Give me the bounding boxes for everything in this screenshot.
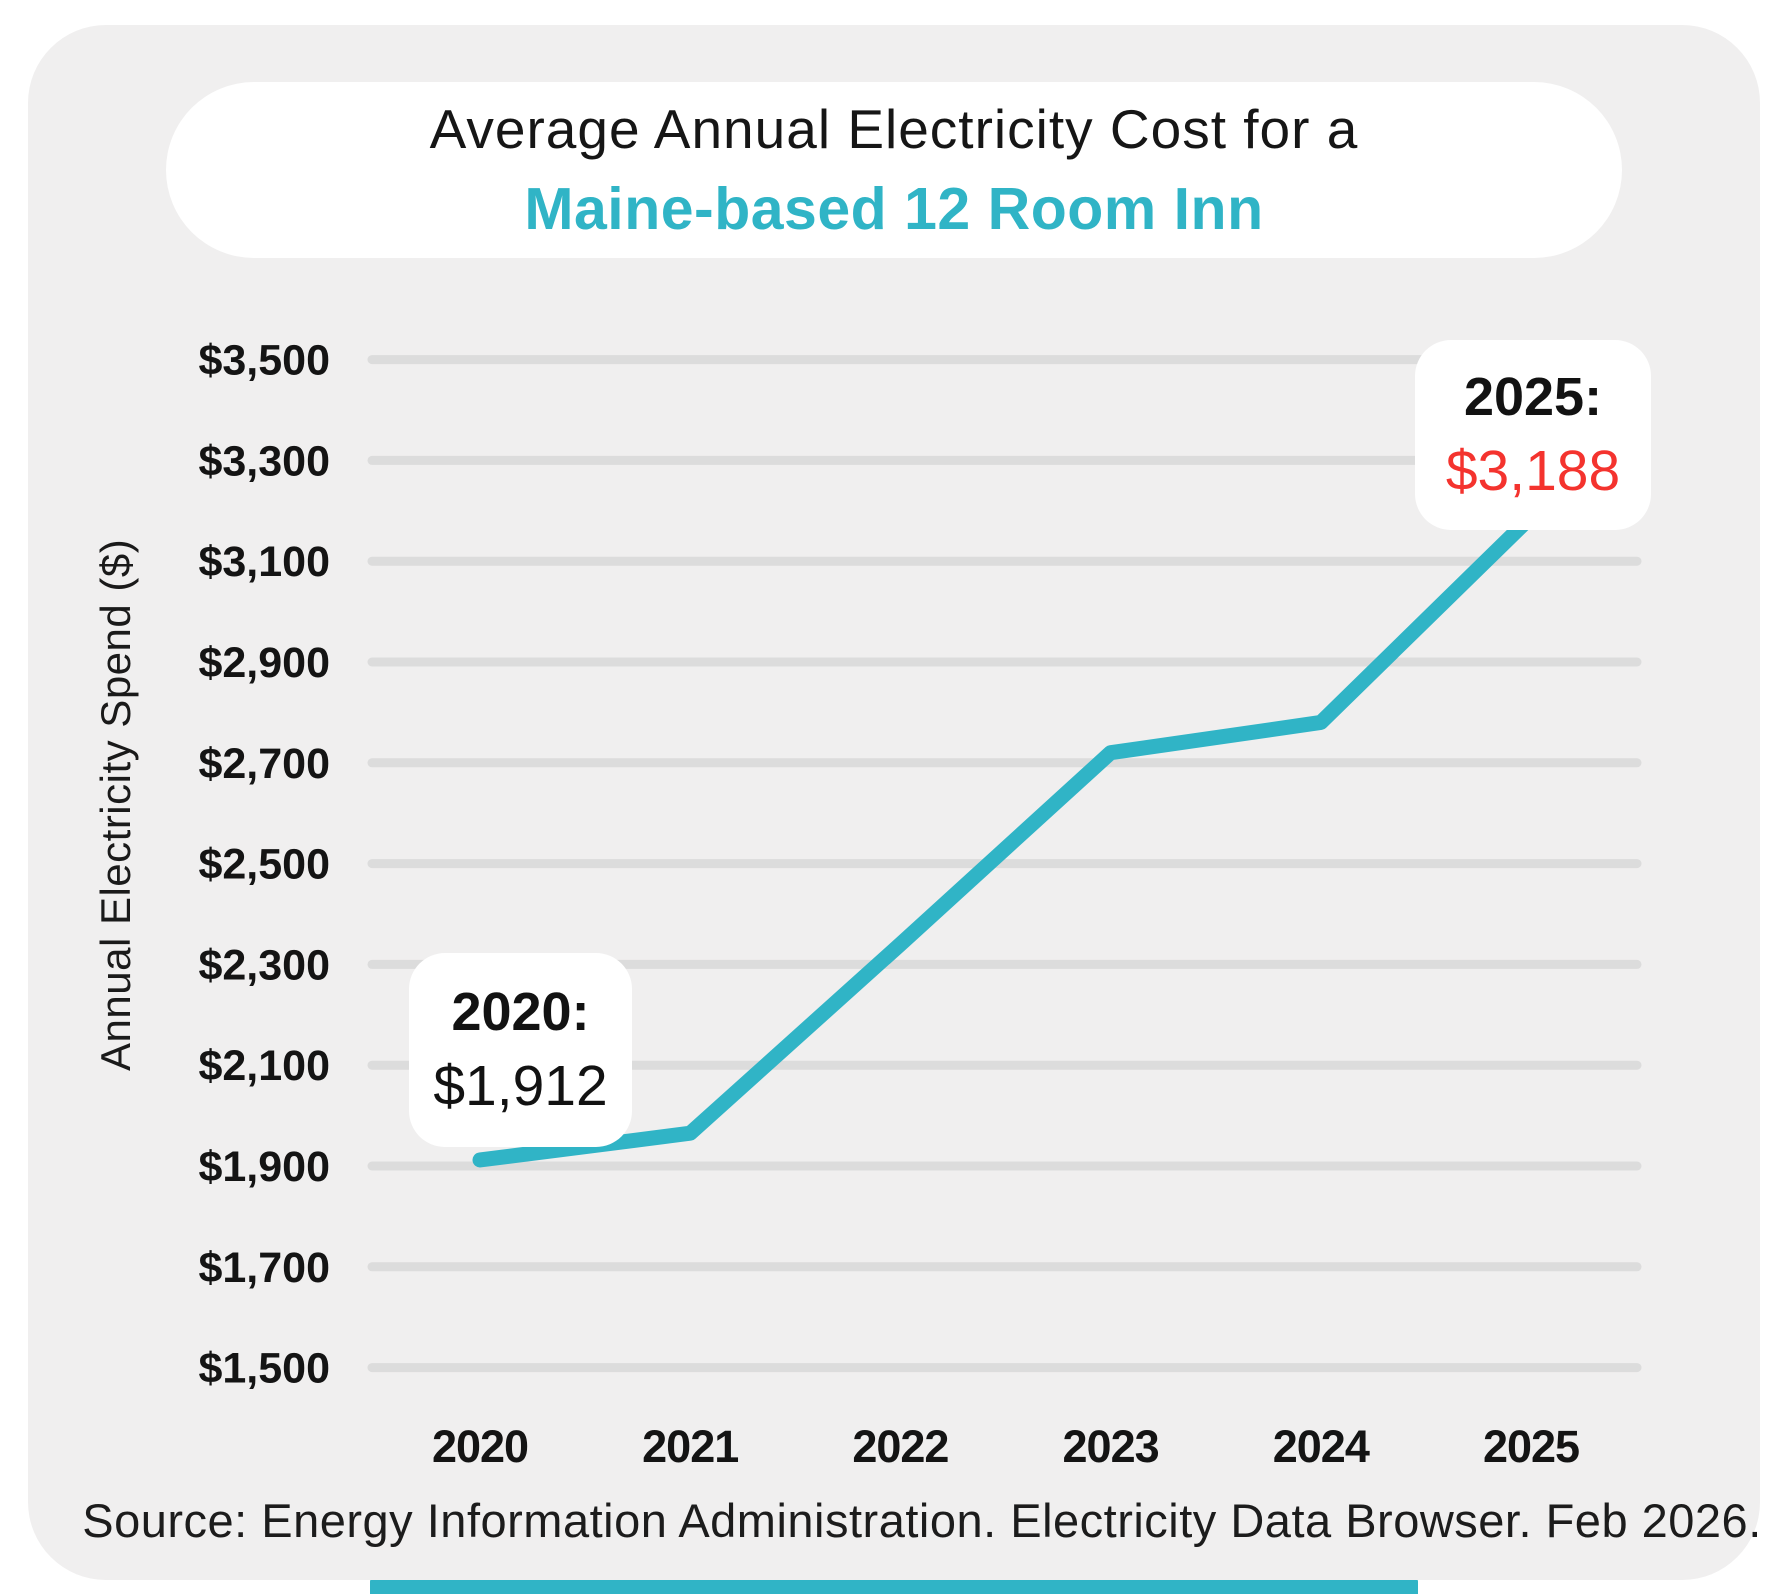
- y-tick-label: $2,300: [198, 941, 330, 989]
- x-tick-label: 2021: [642, 1421, 738, 1472]
- y-tick-label: $1,500: [198, 1345, 330, 1393]
- annotation-2025: 2025: $3,188: [1415, 340, 1651, 530]
- source-caption: Source: Energy Information Administratio…: [82, 1494, 1762, 1547]
- y-tick-label: $3,100: [198, 538, 330, 586]
- chart-title-line2: Maine-based 12 Room Inn: [524, 176, 1264, 242]
- x-tick-label: 2020: [432, 1421, 528, 1472]
- y-tick-label: $3,300: [198, 437, 330, 485]
- y-tick-label: $3,500: [198, 337, 330, 385]
- title-pill: Average Annual Electricity Cost for a Ma…: [166, 82, 1622, 258]
- cost-trend-line: [472, 509, 1539, 1168]
- y-tick-label: $1,700: [198, 1244, 330, 1292]
- y-tick-label: $2,900: [198, 639, 330, 687]
- chart-title-line1: Average Annual Electricity Cost for a: [429, 98, 1359, 160]
- annotation-2025-year: 2025:: [1463, 367, 1603, 427]
- annotation-2020-year: 2020:: [451, 982, 590, 1042]
- x-tick-label: 2023: [1063, 1421, 1159, 1472]
- bottom-accent-bar: [370, 1576, 1418, 1594]
- x-tick-label: 2025: [1483, 1421, 1579, 1472]
- annotation-2020: 2020: $1,912: [409, 953, 632, 1147]
- x-tick-label: 2024: [1273, 1421, 1370, 1472]
- y-tick-label: $2,100: [198, 1042, 330, 1090]
- line-chart: $3,500 $3,300 $3,100 $2,900 $2,700 $2,500 $2,3…: [198, 337, 1642, 1472]
- annotation-2020-value: $1,912: [433, 1054, 608, 1118]
- y-tick-label: $1,900: [198, 1143, 330, 1191]
- annotation-2025-value: $3,188: [1445, 439, 1621, 503]
- chart-card: Average Annual Electricity Cost for a Ma…: [28, 25, 1761, 1580]
- y-tick-label: $2,500: [198, 841, 330, 889]
- y-tick-label: $2,700: [198, 740, 330, 788]
- x-tick-label: 2022: [852, 1421, 948, 1472]
